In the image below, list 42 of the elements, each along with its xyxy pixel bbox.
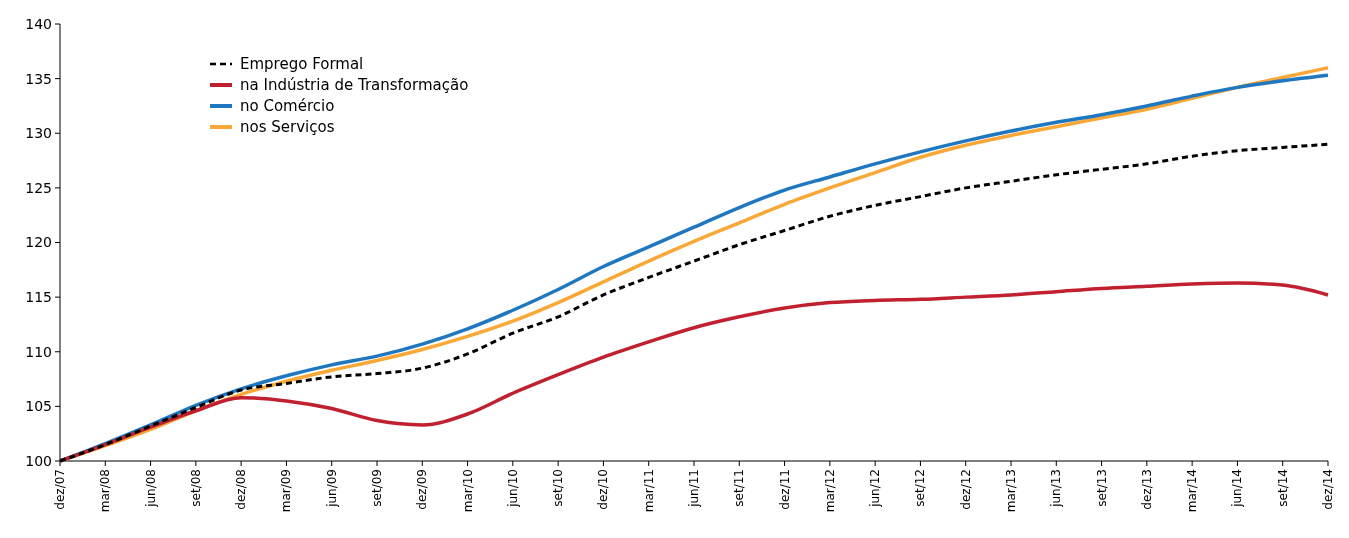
x-tick-label: dez/08 <box>234 469 249 510</box>
x-tick-label: jun/13 <box>1049 469 1064 508</box>
x-tick-label: set/08 <box>188 469 203 507</box>
x-tick-label: mar/11 <box>641 469 656 513</box>
x-tick-label: set/14 <box>1275 469 1290 507</box>
y-tick-label: 105 <box>25 398 52 415</box>
x-tick-label: jun/11 <box>687 469 701 508</box>
x-tick-label: set/12 <box>913 469 928 507</box>
x-tick-label: jun/09 <box>324 469 339 508</box>
legend-label: nos Serviços <box>240 118 335 137</box>
x-tick-label: mar/10 <box>460 469 475 513</box>
x-tick-label: dez/12 <box>958 469 973 510</box>
legend-label: Emprego Formal <box>240 55 364 74</box>
legend-label: na Indústria de Transformação <box>240 76 469 95</box>
x-tick-label: jun/14 <box>1230 469 1245 508</box>
x-tick-label: mar/13 <box>1004 469 1018 513</box>
x-tick-label: dez/11 <box>777 469 792 510</box>
y-tick-label: 125 <box>25 179 52 196</box>
x-tick-label: jun/12 <box>868 469 883 508</box>
x-tick-label: dez/09 <box>415 469 430 510</box>
x-tick-label: dez/07 <box>53 469 67 510</box>
legend-label: no Comércio <box>240 97 335 116</box>
x-tick-label: mar/12 <box>822 469 837 513</box>
y-tick-label: 120 <box>25 234 52 251</box>
x-tick-label: mar/09 <box>279 469 294 513</box>
x-tick-label: dez/13 <box>1139 469 1154 510</box>
y-tick-label: 130 <box>25 125 52 142</box>
y-tick-label: 115 <box>25 289 52 306</box>
y-tick-label: 140 <box>25 15 52 32</box>
x-tick-label: mar/14 <box>1185 469 1200 513</box>
x-tick-label: jun/10 <box>505 469 520 508</box>
y-tick-label: 100 <box>25 452 52 469</box>
x-tick-label: set/13 <box>1094 469 1109 507</box>
y-tick-label: 135 <box>25 70 52 87</box>
y-tick-label: 110 <box>25 343 52 360</box>
x-tick-label: set/10 <box>551 469 566 507</box>
x-tick-label: jun/08 <box>143 469 158 508</box>
x-tick-label: dez/10 <box>596 469 611 510</box>
x-tick-label: dez/14 <box>1321 469 1335 510</box>
x-tick-label: set/09 <box>370 469 384 507</box>
x-tick-label: mar/08 <box>98 469 113 513</box>
x-tick-label: set/11 <box>732 469 747 507</box>
